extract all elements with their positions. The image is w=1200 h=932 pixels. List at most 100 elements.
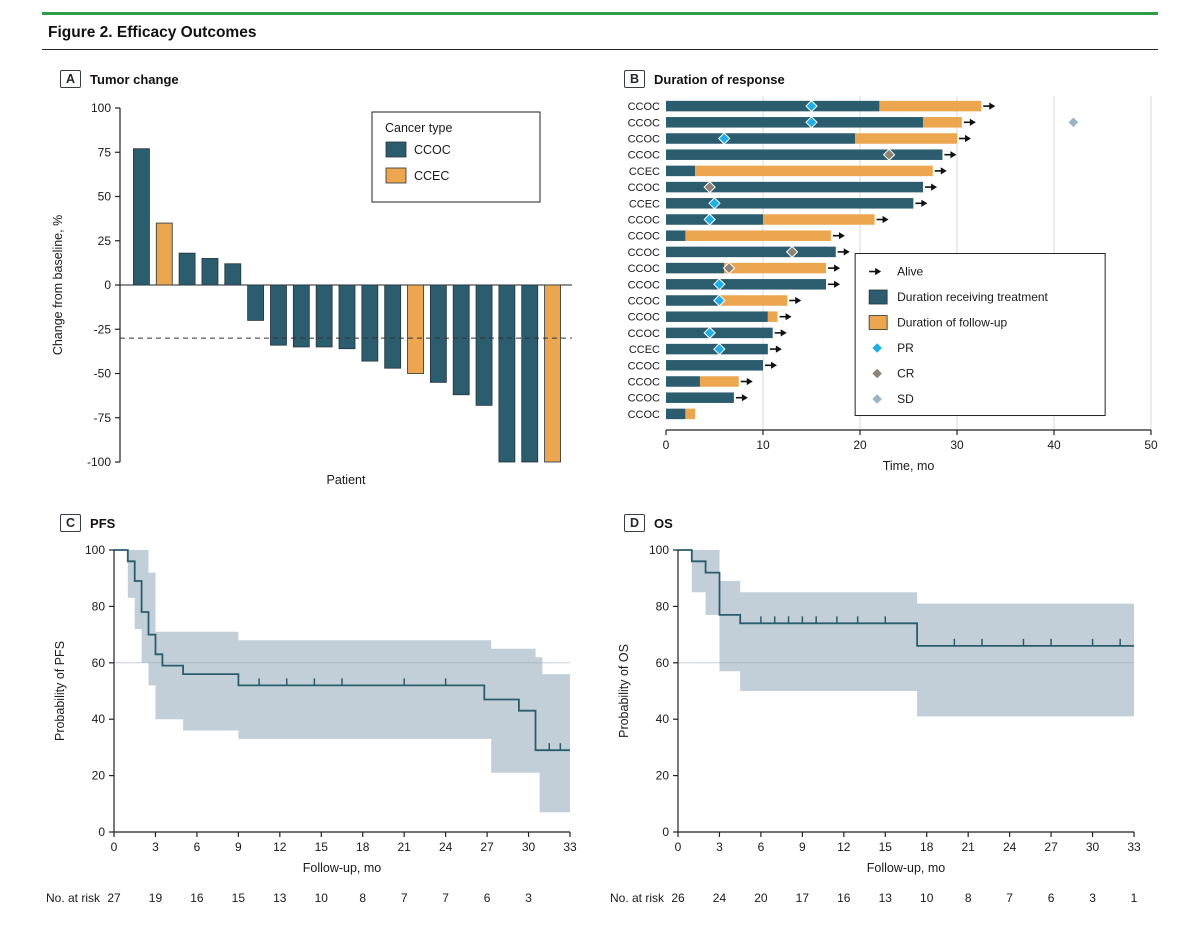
treatment-bar — [666, 376, 700, 387]
waterfall-bar-ccoc — [292, 284, 310, 348]
at-risk-value: 13 — [273, 891, 287, 905]
x-axis-title: Follow-up, mo — [303, 861, 382, 875]
legend-label: SD — [897, 392, 914, 406]
row-label: CCOC — [628, 409, 660, 421]
treatment-bar — [666, 133, 856, 144]
row-label: CCOC — [628, 328, 660, 340]
waterfall-chart: 100 75 50 25 0 -25 -50 -75 -100 Change from basel… — [42, 92, 594, 492]
marker-pr — [703, 326, 716, 340]
x-tick-label: 33 — [563, 840, 577, 854]
y-tick-label: 60 — [656, 656, 670, 670]
figure-page: Figure 2. Efficacy Outcomes A Tumor chan… — [0, 12, 1200, 916]
y-tick-label: 100 — [649, 543, 669, 557]
at-risk-value: 3 — [525, 891, 532, 905]
y-tick-label: 25 — [98, 234, 112, 248]
panel-c-title: PFS — [90, 515, 116, 531]
legend-label: Duration receiving treatment — [897, 290, 1048, 304]
waterfall-bar-ccoc — [315, 284, 333, 348]
x-tick-label: 33 — [1127, 840, 1141, 854]
waterfall-bar-ccoc — [384, 284, 402, 369]
title-rule — [42, 49, 1158, 50]
waterfall-bar-ccoc — [521, 284, 539, 463]
marker-pr — [713, 294, 726, 307]
x-tick-label: 30 — [1086, 840, 1100, 854]
waterfall-bar-ccec — [544, 284, 561, 463]
x-tick-label: 9 — [799, 840, 806, 854]
row-label: CCOC — [628, 215, 660, 227]
row-label: CCEC — [629, 198, 660, 210]
row-label: CCEC — [629, 344, 660, 356]
alive-arrow-head — [771, 361, 777, 369]
waterfall-bar-ccoc — [201, 258, 219, 286]
legend-label: CCEC — [414, 169, 449, 183]
y-tick-label: 50 — [98, 190, 112, 204]
x-tick-label: 24 — [1003, 840, 1017, 854]
alive-arrow-head — [795, 296, 802, 305]
alive-arrow-head — [746, 377, 753, 386]
marker-pr — [713, 278, 726, 291]
row-label: CCOC — [628, 360, 660, 372]
marker-cr — [882, 148, 896, 161]
followup-bar — [763, 214, 875, 225]
followup-bar — [719, 295, 788, 306]
followup-bar — [879, 100, 982, 112]
waterfall-bar-ccec — [407, 284, 424, 374]
panel-c-letter: C — [60, 514, 82, 532]
legend-label: CCOC — [414, 143, 451, 157]
treatment-bar — [666, 149, 943, 160]
waterfall-bar-ccoc — [270, 284, 287, 346]
y-tick-label: 75 — [98, 145, 112, 159]
x-tick-label: 0 — [111, 840, 118, 854]
row-label: CCOC — [628, 150, 660, 162]
at-risk-value: 7 — [1006, 891, 1013, 905]
alive-arrow-head — [940, 167, 947, 175]
panel-c-header: C PFS — [42, 512, 594, 534]
os-km-chart: 0 20 40 60 80 100 0 3 6 9 12 15 18 21 24 27 30 33 Probabil… — [606, 536, 1158, 916]
alive-arrow-head — [989, 102, 996, 110]
marker-cr — [785, 245, 799, 259]
marker-sd — [1067, 116, 1080, 129]
x-tick-label: 9 — [235, 840, 242, 854]
marker-pr — [708, 197, 721, 210]
treatment-bar — [666, 165, 696, 177]
waterfall-bar-ccoc — [361, 284, 379, 362]
at-risk-value: 8 — [359, 891, 366, 905]
alive-arrow-head — [834, 280, 841, 288]
alive-arrow-head — [950, 151, 957, 159]
marker-cr — [722, 261, 736, 275]
treatment-bar — [666, 392, 734, 403]
panel-c: C PFS 0 20 40 60 80 100 0 3 6 9 12 15 18 21 24 27 30 33 Pr… — [42, 512, 594, 916]
y-tick-label: -25 — [94, 322, 112, 336]
marker-pr — [713, 342, 726, 356]
followup-bar — [699, 376, 739, 387]
treatment-bar — [666, 181, 924, 193]
y-tick-label: -50 — [94, 367, 112, 381]
alive-arrow-head — [969, 118, 976, 126]
y-tick-label: 100 — [85, 543, 105, 557]
x-tick-label: 6 — [758, 840, 765, 854]
panel-d-title: OS — [654, 515, 673, 531]
panel-a: A Tumor change 100 75 50 25 0 -25 -50 -75 -100 Ch… — [42, 68, 594, 492]
alive-arrow-head — [843, 248, 850, 256]
x-axis-title: Patient — [327, 473, 366, 487]
x-tick-label: 15 — [315, 840, 329, 854]
marker-pr — [805, 116, 818, 129]
treatment-bar — [666, 100, 880, 112]
panel-b-header: B Duration of response — [606, 68, 1158, 90]
x-tick-label: 18 — [920, 840, 934, 854]
treatment-bar — [666, 198, 914, 209]
treatment-bar — [666, 408, 686, 420]
waterfall-bar-ccoc — [338, 284, 356, 350]
x-tick-label: 3 — [716, 840, 723, 854]
at-risk-label: No. at risk — [46, 891, 101, 905]
panel-d-letter: D — [624, 514, 646, 532]
legend-label: PR — [897, 341, 914, 355]
panel-b-letter: B — [624, 70, 646, 88]
x-tick-label: 0 — [663, 438, 670, 452]
at-risk-value: 20 — [754, 891, 768, 905]
x-tick-label: 18 — [356, 840, 370, 854]
y-tick-label: 0 — [98, 825, 105, 839]
row-label: CCOC — [628, 312, 660, 324]
x-tick-label: 21 — [398, 840, 412, 854]
